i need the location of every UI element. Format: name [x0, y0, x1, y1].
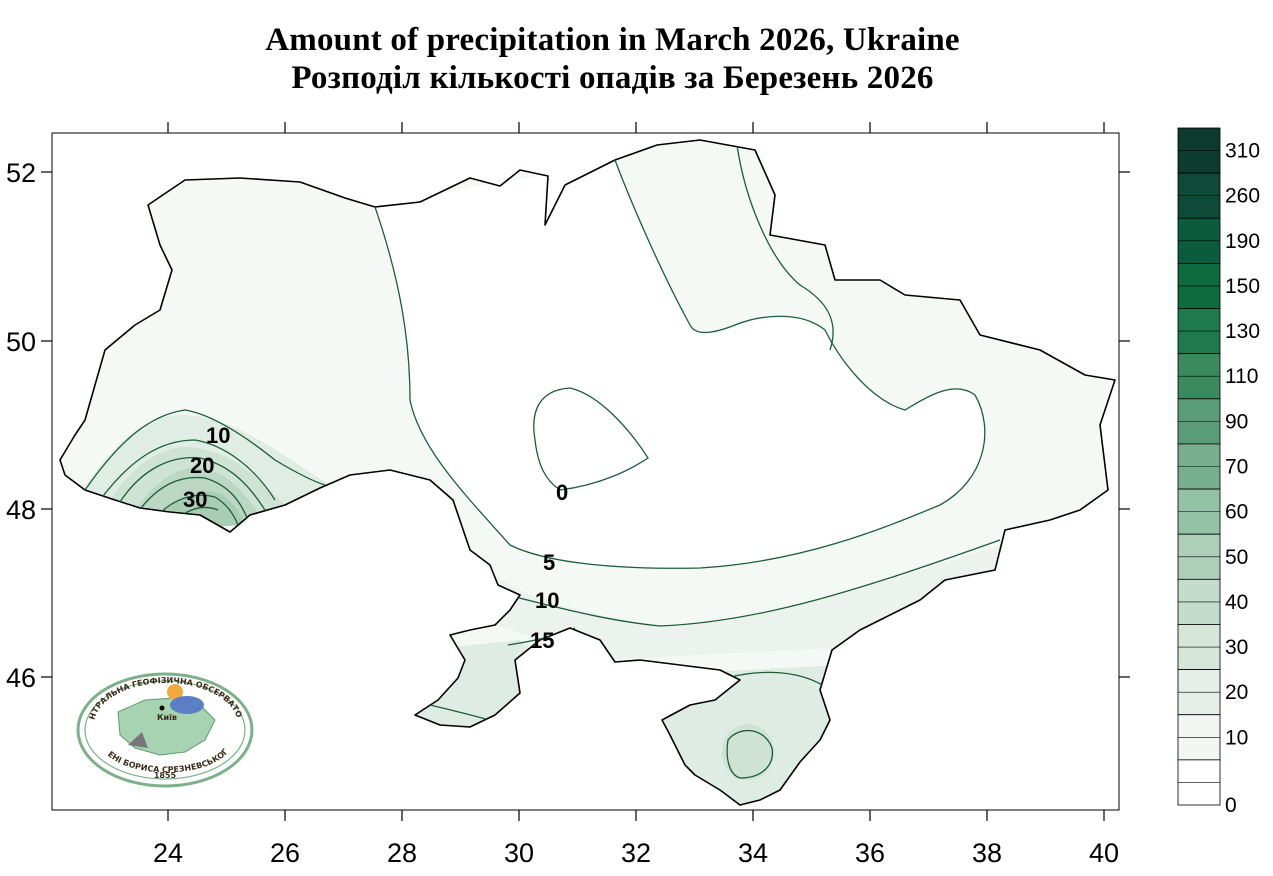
contour-label-15: 15	[530, 628, 554, 653]
contour-crimea-pocket	[726, 729, 774, 779]
logo-city: Київ	[157, 713, 177, 722]
legend-label: 40	[1225, 591, 1248, 614]
contour-label-10: 10	[535, 588, 559, 613]
y-tick-label: 50	[6, 327, 36, 357]
x-tick-label: 28	[387, 838, 417, 868]
legend-label: 70	[1225, 456, 1248, 479]
contour-5-east	[736, 144, 834, 351]
legend-label: 130	[1225, 320, 1260, 343]
map-title-en: Amount of precipitation in March 2026, U…	[265, 22, 960, 58]
legend-label: 20	[1225, 681, 1248, 704]
contour-0	[533, 387, 649, 491]
cloud-icon	[170, 696, 204, 714]
contour-label-30-carp: 30	[183, 487, 207, 512]
x-tick-labels: 24 26 28 30 32 34 36 38 40	[153, 838, 1119, 868]
contour-label-20-carp: 20	[190, 453, 214, 478]
y-tick-label: 52	[6, 158, 36, 188]
legend-label: 260	[1225, 185, 1260, 208]
y-ticks	[41, 171, 1130, 678]
contour-label-5: 5	[543, 550, 555, 575]
x-tick-label: 38	[972, 838, 1002, 868]
legend-label: 10	[1225, 726, 1248, 749]
sun-icon	[167, 684, 183, 700]
map-title-ua: Розподіл кількості опадів за Березень 20…	[291, 60, 934, 96]
x-tick-label: 34	[738, 838, 768, 868]
legend-color-bar: 310 260 190 150 130 110 90 70 60 50 40 30 20 10 0	[1177, 127, 1260, 817]
legend-label: 0	[1225, 794, 1237, 817]
contour-25-carp	[137, 476, 249, 521]
x-tick-label: 26	[270, 838, 300, 868]
y-tick-label: 48	[6, 495, 36, 525]
contour-5-west	[374, 159, 986, 569]
contour-15-carp	[99, 439, 276, 501]
antenna-dish-icon	[128, 732, 148, 748]
legend-label: 90	[1225, 410, 1248, 433]
legend-label: 50	[1225, 546, 1248, 569]
legend-label: 150	[1225, 275, 1260, 298]
logo-year: 1855	[154, 771, 177, 780]
x-tick-label: 36	[855, 838, 885, 868]
y-tick-label: 46	[6, 663, 36, 693]
legend-label: 310	[1225, 140, 1260, 163]
legend-label: 190	[1225, 230, 1260, 253]
x-tick-label: 24	[153, 838, 183, 868]
legend-label: 110	[1225, 365, 1258, 388]
x-tick-label: 32	[621, 838, 651, 868]
contour-10-carp	[84, 409, 326, 491]
x-tick-label: 30	[504, 838, 534, 868]
x-tick-label: 40	[1089, 838, 1119, 868]
contour-20-carp	[117, 456, 269, 516]
legend-label: 60	[1225, 501, 1248, 524]
contour-label-10-carp: 10	[206, 423, 230, 448]
x-ticks	[167, 122, 1105, 821]
contour-10-south	[497, 539, 1001, 627]
kyiv-marker-icon	[159, 705, 165, 711]
contour-30-carp	[157, 494, 239, 526]
y-tick-labels: 52 50 48 46	[6, 158, 36, 693]
contour-label-0: 0	[556, 480, 568, 505]
legend-label: 30	[1225, 636, 1248, 659]
